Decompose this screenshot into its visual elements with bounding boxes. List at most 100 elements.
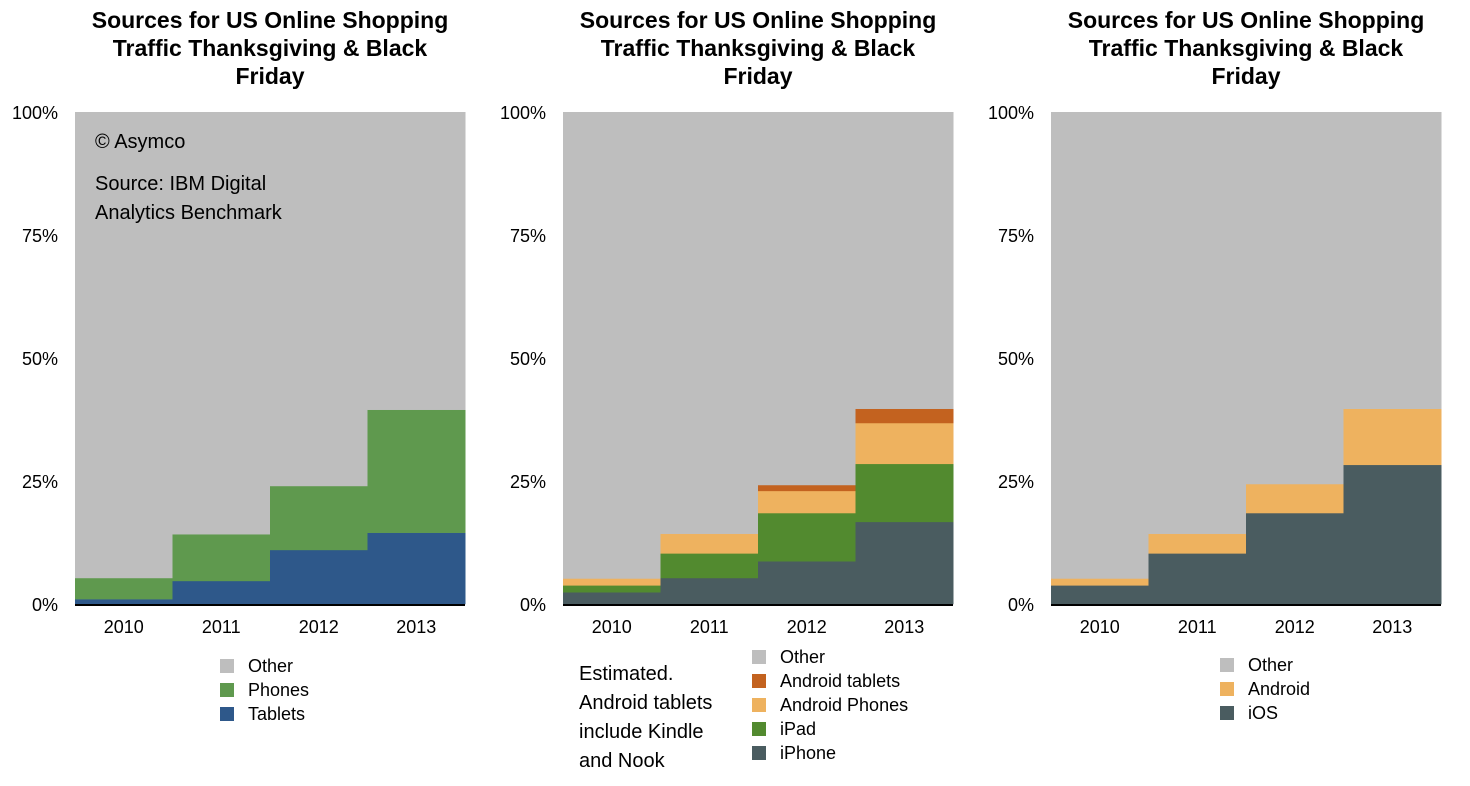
- legend-swatch: [752, 698, 766, 712]
- legend-label: Other: [248, 656, 293, 677]
- legend-item-android-tablets: Android tablets: [752, 669, 908, 693]
- segment-ios-2011: [1149, 553, 1247, 604]
- x-tick-label: 2012: [1250, 618, 1340, 636]
- legend-swatch: [752, 722, 766, 736]
- legend-item-ipad: iPad: [752, 717, 908, 741]
- segment-ipad-2010: [563, 585, 661, 592]
- segment-ios-2013: [1344, 465, 1442, 605]
- legend-item-android-phones: Android Phones: [752, 693, 908, 717]
- plot-area: [1051, 112, 1441, 607]
- segment-phones-2010: [75, 578, 173, 599]
- x-tick-label: 2012: [274, 618, 364, 636]
- estimate-note: Estimated. Android tablets include Kindl…: [579, 660, 712, 776]
- y-tick-label: 25%: [2, 473, 58, 491]
- source-annotation-line-2: Analytics Benchmark: [95, 199, 282, 228]
- legend-item-android: Android: [1220, 677, 1310, 701]
- segment-other-2011: [661, 112, 759, 534]
- segment-ipad-2012: [758, 513, 856, 562]
- legend: Other Android iOS: [1220, 653, 1310, 725]
- legend: Other Android tablets Android Phones iPad iP…: [752, 645, 908, 765]
- y-tick-label: 50%: [490, 350, 546, 368]
- chart-panel-1: Sources for US Online Shopping Traffic T…: [0, 0, 490, 786]
- copyright-annotation: © Asymco: [95, 128, 185, 157]
- segment-ios-2010: [1051, 585, 1149, 604]
- note-line-4: and Nook: [579, 747, 712, 776]
- segment-phones-2013: [368, 410, 466, 533]
- y-tick-label: 50%: [2, 350, 58, 368]
- legend-item-iphone: iPhone: [752, 741, 908, 765]
- segment-phones-2011: [173, 534, 271, 581]
- legend-label: iPad: [780, 719, 816, 740]
- y-tick-label: 25%: [490, 473, 546, 491]
- y-tick-label: 75%: [978, 227, 1034, 245]
- y-tick-label: 0%: [978, 596, 1034, 614]
- source-annotation-line-1: Source: IBM Digital: [95, 170, 266, 199]
- segment-android-phones-2012: [758, 491, 856, 513]
- chart-title: Sources for US Online Shopping Traffic T…: [1056, 6, 1436, 90]
- x-tick-label: 2010: [79, 618, 169, 636]
- x-tick-label: 2010: [1055, 618, 1145, 636]
- segment-tablets-2012: [270, 550, 368, 604]
- segment-tablets-2013: [368, 533, 466, 605]
- legend-item-tablets: Tablets: [220, 702, 309, 726]
- plot-area: [563, 112, 953, 607]
- segment-android-2013: [1344, 409, 1442, 465]
- legend-label: Other: [780, 647, 825, 668]
- chart-panel-2: Sources for US Online Shopping Traffic T…: [488, 0, 978, 786]
- legend-item-other: Other: [220, 654, 309, 678]
- y-tick-label: 100%: [490, 104, 546, 122]
- segment-other-2011: [1149, 112, 1247, 534]
- segment-android-tablets-2012: [758, 485, 856, 491]
- y-tick-label: 100%: [978, 104, 1034, 122]
- segment-phones-2012: [270, 486, 368, 550]
- legend-swatch: [752, 674, 766, 688]
- legend-label: Other: [1248, 655, 1293, 676]
- y-tick-label: 0%: [2, 596, 58, 614]
- legend-swatch: [752, 650, 766, 664]
- legend-item-phones: Phones: [220, 678, 309, 702]
- legend-swatch: [220, 707, 234, 721]
- segment-other-2010: [1051, 112, 1149, 579]
- segment-other-2013: [856, 112, 954, 409]
- legend-label: Android: [1248, 679, 1310, 700]
- segment-other-2013: [368, 112, 466, 410]
- legend-item-ios: iOS: [1220, 701, 1310, 725]
- segment-other-2012: [758, 112, 856, 485]
- segment-android-2012: [1246, 484, 1344, 513]
- segment-other-2012: [270, 112, 368, 486]
- y-tick-label: 75%: [490, 227, 546, 245]
- segment-iphone-2012: [758, 561, 856, 604]
- y-tick-label: 25%: [978, 473, 1034, 491]
- note-line-1: Estimated.: [579, 660, 712, 689]
- segment-ipad-2011: [661, 553, 759, 578]
- segment-tablets-2011: [173, 581, 271, 604]
- y-tick-label: 0%: [490, 596, 546, 614]
- segment-android-tablets-2013: [856, 409, 954, 424]
- note-line-3: include Kindle: [579, 718, 712, 747]
- note-line-2: Android tablets: [579, 689, 712, 718]
- legend-swatch: [1220, 682, 1234, 696]
- chart-title: Sources for US Online Shopping Traffic T…: [80, 6, 460, 90]
- legend-label: Phones: [248, 680, 309, 701]
- segment-android-phones-2010: [563, 578, 661, 585]
- segment-other-2012: [1246, 112, 1344, 484]
- legend-label: iPhone: [780, 743, 836, 764]
- x-tick-label: 2013: [371, 618, 461, 636]
- segment-android-2010: [1051, 578, 1149, 585]
- segment-iphone-2011: [661, 578, 759, 604]
- legend-label: iOS: [1248, 703, 1278, 724]
- y-tick-label: 75%: [2, 227, 58, 245]
- chart-title: Sources for US Online Shopping Traffic T…: [568, 6, 948, 90]
- x-tick-label: 2011: [176, 618, 266, 636]
- legend-swatch: [1220, 658, 1234, 672]
- legend-swatch: [1220, 706, 1234, 720]
- x-tick-label: 2011: [1152, 618, 1242, 636]
- y-tick-label: 100%: [2, 104, 58, 122]
- legend-item-other: Other: [1220, 653, 1310, 677]
- y-tick-label: 50%: [978, 350, 1034, 368]
- segment-android-phones-2013: [856, 423, 954, 464]
- legend-swatch: [220, 683, 234, 697]
- legend-item-other: Other: [752, 645, 908, 669]
- segment-ios-2012: [1246, 513, 1344, 604]
- segment-iphone-2010: [563, 592, 661, 604]
